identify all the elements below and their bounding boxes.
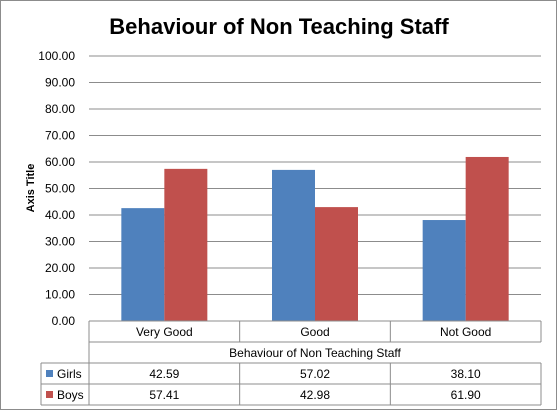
- data-table-value: 61.90: [451, 388, 481, 402]
- y-tick-label: 100.00: [38, 49, 75, 63]
- y-tick-label: 40.00: [45, 208, 75, 222]
- x-tick-label: Very Good: [136, 325, 193, 339]
- x-axis-title: Behaviour of Non Teaching Staff: [229, 346, 401, 360]
- data-table-value: 42.59: [149, 367, 179, 381]
- legend-label-boys: Boys: [57, 388, 84, 402]
- data-table-value: 42.98: [300, 388, 330, 402]
- y-tick-label: 20.00: [45, 261, 75, 275]
- y-tick-label: 30.00: [45, 235, 75, 249]
- y-tick-label: 90.00: [45, 76, 75, 90]
- y-tick-label: 80.00: [45, 102, 75, 116]
- data-table-value: 57.41: [149, 388, 179, 402]
- y-tick-label: 10.00: [45, 288, 75, 302]
- legend-key-boys: [46, 391, 53, 398]
- y-tick-label: 50.00: [45, 182, 75, 196]
- bar-boys-0: [164, 168, 208, 321]
- y-tick-label: 70.00: [45, 129, 75, 143]
- x-tick-label: Not Good: [440, 325, 491, 339]
- bar-boys-2: [465, 156, 509, 321]
- legend-key-girls: [46, 370, 53, 377]
- chart-title: Behaviour of Non Teaching Staff: [109, 14, 449, 39]
- bar-girls-1: [272, 169, 315, 321]
- data-table-value: 38.10: [451, 367, 481, 381]
- y-axis-title: Axis Title: [25, 164, 37, 213]
- bar-girls-0: [121, 208, 165, 321]
- y-tick-label: 0.00: [52, 314, 76, 328]
- x-tick-label: Good: [300, 325, 329, 339]
- bar-boys-1: [315, 207, 358, 321]
- y-tick-label: 60.00: [45, 155, 75, 169]
- legend-label-girls: Girls: [57, 367, 82, 381]
- bar-girls-2: [422, 220, 466, 321]
- data-table-value: 57.02: [300, 367, 330, 381]
